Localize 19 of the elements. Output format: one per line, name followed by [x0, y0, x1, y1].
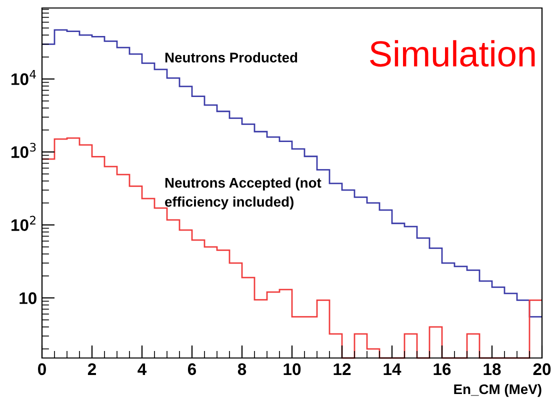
x-tick-label: 6 [188, 363, 196, 376]
y-tick-label: 10 [20, 292, 36, 304]
annotation: Simulation [370, 40, 535, 67]
x-tick-label: 8 [238, 363, 246, 376]
x-tick-label: 20 [533, 363, 551, 376]
x-tick-label: 12 [334, 363, 351, 375]
y-tick-label: 10$^{2}$ [12, 216, 36, 231]
x-tick-label: 0 [38, 363, 46, 376]
annotation: Neutrons Accepted (not efficiency included) [165, 178, 322, 210]
x-tick-label: 4 [138, 363, 147, 375]
x-axis-title: En_CM (MeV) [454, 384, 542, 397]
x-tick-label: 16 [434, 363, 451, 376]
y-tick-label: 10$^{4}$ [12, 70, 36, 86]
x-tick-label: 14 [384, 363, 402, 375]
x-tick-label: 10 [284, 363, 301, 376]
x-tick-label: 18 [484, 363, 501, 376]
y-tick-label: 10$^{3}$ [12, 142, 36, 158]
annotation: Neutrons Producted [165, 52, 298, 62]
x-tick-label: 2 [88, 363, 96, 375]
